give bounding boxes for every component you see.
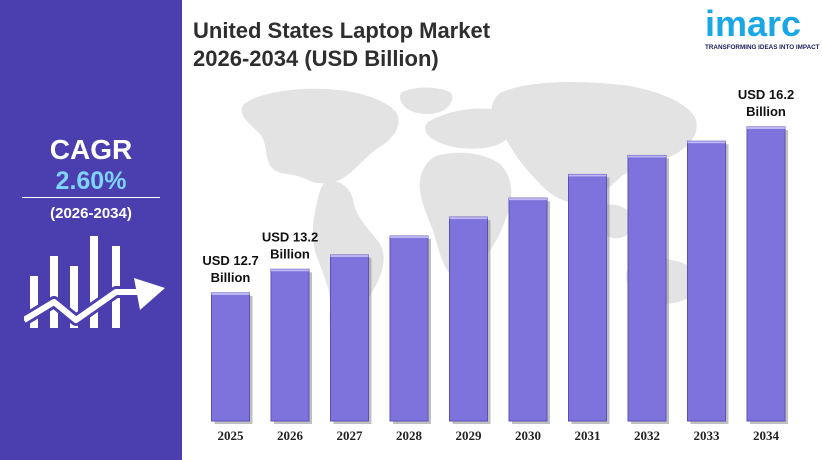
bars-group	[211, 126, 788, 425]
chart-title: United States Laptop Market 2026-2034 (U…	[193, 17, 490, 73]
bar-2033	[687, 140, 729, 424]
bar-highlight	[449, 217, 488, 220]
bar-highlight	[568, 174, 607, 177]
cagr-sidebar: CAGR 2.60% (2026-2034)	[0, 0, 182, 460]
bar-fill	[568, 173, 607, 422]
bar-2031	[568, 173, 610, 424]
data-label-2026: USD 13.2 Billion	[262, 229, 318, 261]
bar-fill	[508, 197, 548, 422]
bar-highlight	[628, 155, 666, 158]
bar-2030	[508, 197, 550, 424]
bar-fill	[687, 140, 726, 422]
x-tick-label: 2034	[753, 428, 780, 443]
bar-fill	[211, 292, 250, 422]
bar-highlight	[687, 141, 726, 144]
bar-2027	[330, 254, 372, 424]
x-tick-label: 2031	[575, 428, 601, 443]
x-tick-label: 2033	[694, 428, 721, 443]
data-label-2034: USD 16.2 Billion	[738, 87, 794, 119]
x-tick-label: 2032	[634, 428, 660, 443]
cagr-value: 2.60%	[55, 167, 127, 195]
x-tick-label: 2030	[515, 428, 541, 443]
bar-2026	[270, 268, 312, 424]
logo-tagline: TRANSFORMING IDEAS INTO IMPACT	[705, 44, 820, 51]
bar-fill	[449, 216, 488, 422]
chart-title-line-1: United States Laptop Market	[193, 18, 491, 43]
x-tick-label: 2028	[396, 428, 423, 443]
bar-fill	[270, 268, 310, 422]
x-tick-label: 2025	[218, 428, 245, 443]
data-label-2025: USD 12.7 Billion	[202, 253, 258, 285]
bar-highlight	[211, 292, 250, 295]
chart-title-line-2: 2026-2034 (USD Billion)	[193, 46, 439, 71]
bar-2028	[389, 235, 431, 424]
bar-highlight	[390, 236, 428, 239]
logo-wordmark: imarc	[705, 3, 802, 44]
cagr-divider	[22, 197, 160, 198]
bar-highlight	[747, 127, 785, 129]
bar-highlight	[271, 269, 309, 272]
x-tick-label: 2029	[456, 428, 483, 443]
bar-fill	[627, 154, 667, 422]
bar-2032	[627, 154, 669, 425]
cagr-label: CAGR	[49, 134, 133, 165]
cagr-period: (2026-2034)	[50, 205, 132, 222]
x-tick-labels-group: 2025 2026 2027 2028 2029 2030 2031 2032 2033 2034	[218, 428, 780, 443]
bar-2034	[746, 126, 788, 424]
bar-fill	[746, 126, 786, 422]
x-tick-label: 2027	[337, 428, 364, 443]
bar-highlight	[509, 198, 547, 201]
bar-fill	[330, 254, 369, 422]
x-tick-label: 2026	[277, 428, 304, 443]
imarc-logo: imarc TRANSFORMING IDEAS INTO IMPACT	[697, 3, 820, 55]
bar-highlight	[330, 255, 369, 258]
bar-2025	[211, 292, 253, 424]
growth-chart-icon	[24, 236, 165, 328]
bar-2029	[449, 216, 491, 424]
bar-fill	[389, 235, 429, 422]
